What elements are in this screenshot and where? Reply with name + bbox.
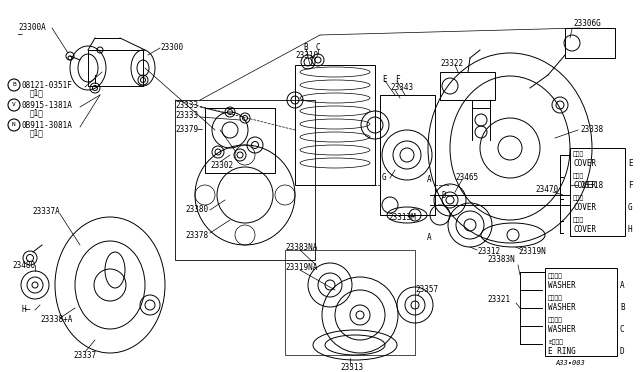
Text: カバー: カバー — [573, 151, 584, 157]
Text: E: E — [628, 160, 632, 169]
Text: A: A — [620, 282, 625, 291]
Bar — [295, 65, 375, 185]
Text: E RING: E RING — [548, 347, 576, 356]
Text: B: B — [303, 42, 308, 51]
Text: 23333: 23333 — [175, 100, 198, 109]
Text: 23313: 23313 — [340, 362, 363, 372]
Text: E: E — [382, 74, 387, 83]
Text: カバー: カバー — [573, 195, 584, 201]
Text: 23337A: 23337A — [32, 208, 60, 217]
Bar — [175, 100, 315, 260]
Text: 0B911-3081A: 0B911-3081A — [22, 121, 73, 129]
Bar — [545, 268, 617, 356]
Bar — [88, 50, 143, 86]
Text: WASHER: WASHER — [548, 326, 576, 334]
Text: カバー: カバー — [573, 173, 584, 179]
Text: ワッシャ: ワッシャ — [548, 317, 563, 323]
Text: 23343: 23343 — [390, 83, 413, 93]
Bar — [205, 108, 275, 173]
Text: 23338: 23338 — [580, 125, 603, 135]
Text: 23338+A: 23338+A — [40, 315, 72, 324]
Bar — [285, 250, 415, 355]
Text: V: V — [12, 103, 16, 108]
Text: WASHER: WASHER — [548, 282, 576, 291]
Bar — [380, 95, 435, 215]
Text: 23313M: 23313M — [388, 214, 416, 222]
Bar — [570, 148, 625, 236]
Text: D: D — [620, 347, 625, 356]
Text: 23337: 23337 — [73, 350, 96, 359]
Text: D: D — [442, 190, 447, 199]
Text: COVER: COVER — [573, 203, 596, 212]
Text: G: G — [628, 203, 632, 212]
Text: B: B — [12, 83, 16, 87]
Text: 23380: 23380 — [185, 205, 208, 215]
Text: 23319N: 23319N — [518, 247, 546, 257]
Text: A: A — [427, 176, 431, 185]
Text: 23383NA: 23383NA — [285, 244, 317, 253]
Text: 23310: 23310 — [295, 51, 318, 60]
Text: 23470: 23470 — [535, 186, 558, 195]
Text: 23300: 23300 — [160, 44, 183, 52]
Text: 23480: 23480 — [12, 260, 35, 269]
Text: A33∙003: A33∙003 — [555, 360, 585, 366]
Text: 08121-0351F: 08121-0351F — [22, 80, 73, 90]
Text: 23312: 23312 — [477, 247, 500, 257]
Text: H: H — [628, 225, 632, 234]
Text: ＜1＞: ＜1＞ — [30, 89, 44, 97]
Text: 23383N: 23383N — [487, 256, 515, 264]
Text: N: N — [12, 122, 16, 128]
Text: ＜1＞: ＜1＞ — [30, 128, 44, 138]
Text: 23319NA: 23319NA — [285, 263, 317, 273]
Text: 23321: 23321 — [487, 295, 510, 305]
Text: 23379—: 23379— — [175, 125, 203, 135]
Text: 23333: 23333 — [175, 110, 198, 119]
Text: F: F — [395, 74, 399, 83]
Text: C: C — [315, 42, 319, 51]
Text: A: A — [427, 234, 431, 243]
Text: COVER: COVER — [573, 182, 596, 190]
Text: 23300A: 23300A — [18, 23, 45, 32]
Text: 23306G: 23306G — [573, 19, 601, 29]
Text: G: G — [382, 173, 387, 183]
Text: ＜1＞: ＜1＞ — [30, 109, 44, 118]
Text: 08915-1381A: 08915-1381A — [22, 100, 73, 109]
Text: Eリング: Eリング — [548, 339, 563, 345]
Text: 23465: 23465 — [455, 173, 478, 183]
Bar — [565, 28, 615, 58]
Text: WASHER: WASHER — [548, 304, 576, 312]
Text: COVER: COVER — [573, 160, 596, 169]
Text: F: F — [628, 182, 632, 190]
Text: カバー: カバー — [573, 217, 584, 223]
Text: ワッシャ: ワッシャ — [548, 273, 563, 279]
Text: C: C — [620, 326, 625, 334]
Text: 23357: 23357 — [415, 285, 438, 295]
Text: —: — — [18, 31, 22, 39]
Text: COVER: COVER — [573, 225, 596, 234]
Text: H—: H— — [22, 305, 31, 314]
Text: 23302: 23302 — [210, 160, 233, 170]
Text: B: B — [620, 304, 625, 312]
Text: 23322: 23322 — [440, 58, 463, 67]
Text: 23318: 23318 — [580, 180, 603, 189]
Text: 23378: 23378 — [185, 231, 208, 240]
Text: ワッシャ: ワッシャ — [548, 295, 563, 301]
Bar — [440, 72, 495, 100]
